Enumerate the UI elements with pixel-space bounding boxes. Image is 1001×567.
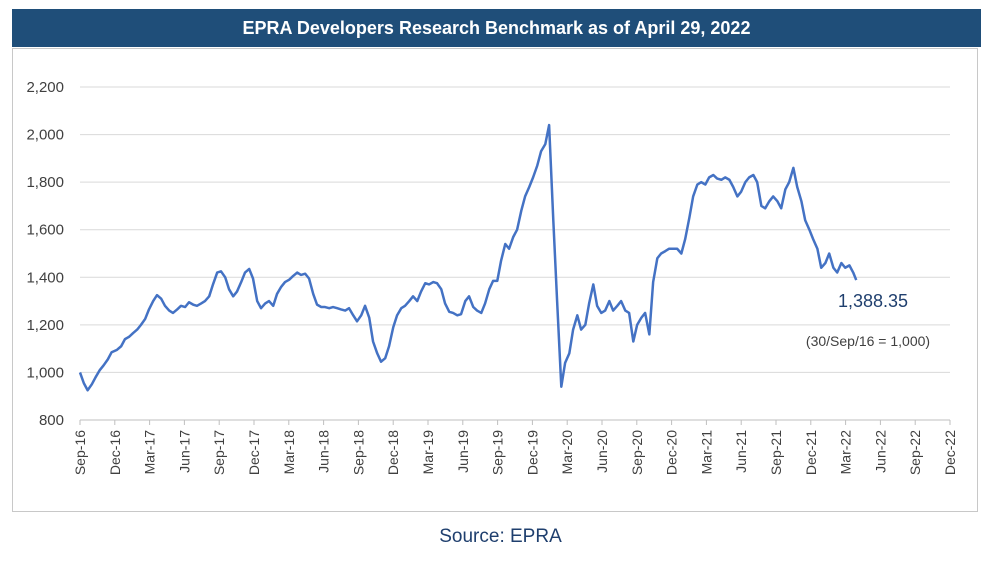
x-axis-ticks: Sep-16 Dec-16 Mar-17 Jun-17 Sep-17 Dec-17 Mar-… — [72, 420, 958, 475]
x-tick-label: Jun-19 — [455, 430, 471, 473]
x-tick-label: Mar-19 — [420, 430, 436, 475]
base-note: (30/Sep/16 = 1,000) — [806, 333, 930, 349]
last-value-label: 1,388.35 — [838, 291, 908, 311]
x-tick-label: Sep-16 — [72, 430, 88, 475]
y-tick-label: 1,200 — [26, 317, 64, 334]
x-tick-label: Sep-17 — [211, 430, 227, 475]
y-tick-label: 2,200 — [26, 79, 64, 96]
line-chart: 800 1,000 1,200 1,400 1,600 1,800 2,000 2,200 S… — [26, 79, 958, 475]
y-tick-label: 1,800 — [26, 174, 64, 191]
x-tick-label: Dec-16 — [107, 430, 123, 475]
x-tick-label: Jun-17 — [176, 430, 192, 473]
x-tick-label: Mar-22 — [838, 430, 854, 475]
chart-title: EPRA Developers Research Benchmark as of… — [242, 17, 751, 38]
series-line — [78, 123, 858, 392]
title-banner: EPRA Developers Research Benchmark as of… — [12, 9, 981, 47]
x-tick-label: Sep-18 — [350, 430, 366, 475]
x-tick-label: Mar-21 — [698, 430, 714, 475]
x-tick-label: Dec-18 — [385, 430, 401, 475]
x-tick-label: Dec-21 — [803, 430, 819, 475]
x-tick-label: Mar-18 — [281, 430, 297, 475]
x-tick-label: Dec-22 — [942, 430, 958, 475]
y-tick-label: 1,400 — [26, 269, 64, 286]
x-tick-label: Dec-17 — [246, 430, 262, 475]
source-note: Source: EPRA — [439, 526, 562, 547]
y-tick-label: 1,000 — [26, 364, 64, 381]
x-tick-label: Jun-22 — [872, 430, 888, 473]
x-tick-label: Sep-19 — [490, 430, 506, 475]
x-tick-label: Dec-19 — [524, 430, 540, 475]
y-tick-label: 1,600 — [26, 222, 64, 239]
x-tick-label: Jun-20 — [594, 430, 610, 473]
x-tick-label: Jun-21 — [733, 430, 749, 473]
y-axis-ticks: 800 1,000 1,200 1,400 1,600 1,800 2,000 2,200 — [26, 79, 64, 429]
gridlines — [80, 86, 950, 421]
x-tick-label: Mar-20 — [559, 430, 575, 475]
x-tick-label: Mar-17 — [142, 430, 158, 475]
y-tick-label: 800 — [39, 412, 64, 429]
x-tick-label: Sep-20 — [629, 430, 645, 475]
x-tick-label: Jun-18 — [316, 430, 332, 473]
y-tick-label: 2,000 — [26, 127, 64, 144]
x-tick-label: Dec-20 — [664, 430, 680, 475]
series-layer — [78, 123, 858, 392]
x-tick-label: Sep-22 — [907, 430, 923, 475]
x-tick-label: Sep-21 — [768, 430, 784, 475]
